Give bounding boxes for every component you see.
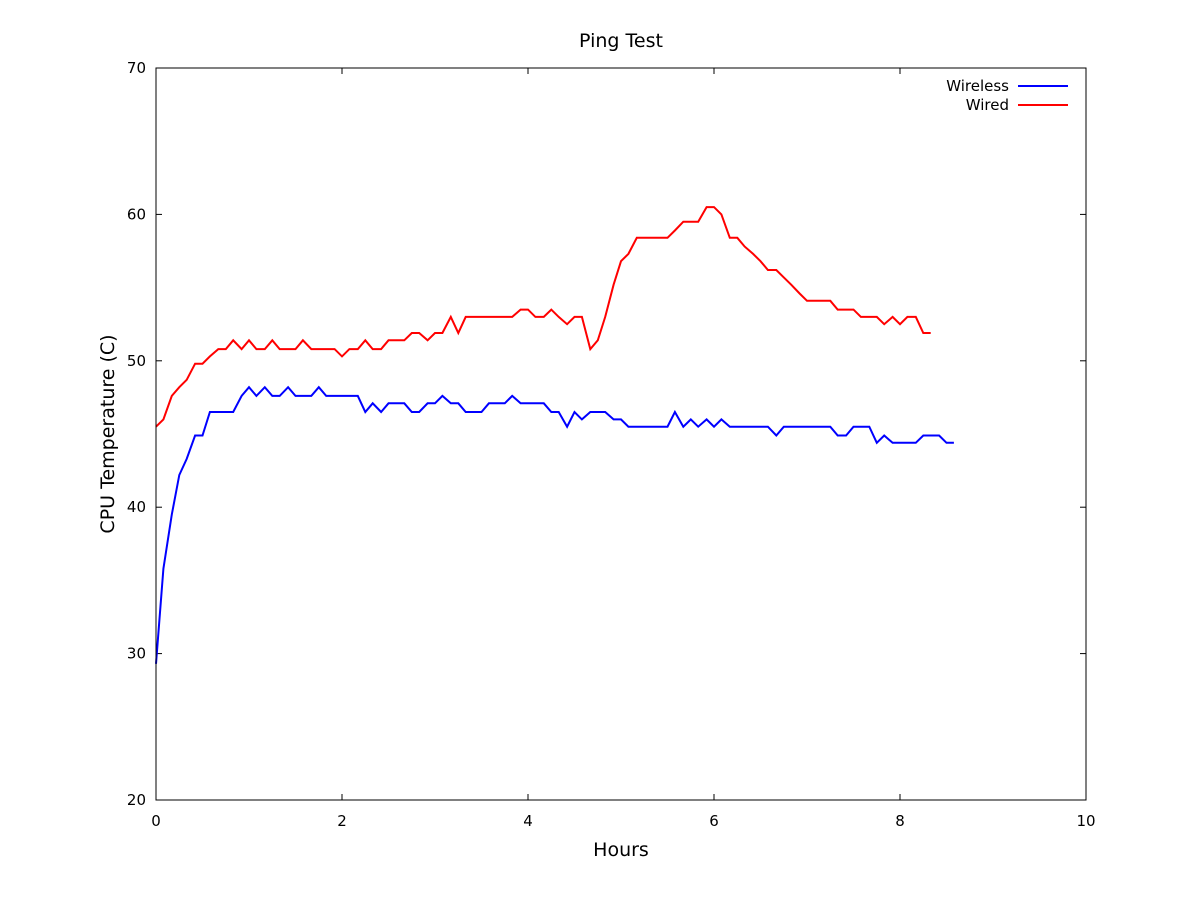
x-tick-label: 6 (709, 812, 719, 830)
legend-label-wired: Wired (966, 96, 1009, 114)
chart-title: Ping Test (579, 30, 663, 52)
y-axis-label: CPU Temperature (C) (97, 334, 119, 533)
data-series (155, 206, 954, 664)
x-tick-label: 2 (337, 812, 347, 830)
series-line-wireless (155, 385, 954, 664)
y-tick-label: 20 (127, 791, 146, 809)
x-tick-label: 0 (151, 812, 161, 830)
plot-frame (155, 67, 1087, 801)
y-tick-label: 50 (127, 352, 146, 370)
series-line-wired (155, 206, 931, 428)
x-axis-label: Hours (593, 839, 649, 861)
y-tick-label: 70 (127, 59, 146, 77)
y-tick-label: 40 (127, 498, 146, 516)
x-tick-label: 8 (895, 812, 905, 830)
legend-label-wireless: Wireless (946, 77, 1009, 95)
x-tick-label: 4 (523, 812, 533, 830)
x-tick-label: 10 (1076, 812, 1095, 830)
y-tick-label: 60 (127, 205, 146, 223)
y-tick-label: 30 (127, 645, 146, 663)
